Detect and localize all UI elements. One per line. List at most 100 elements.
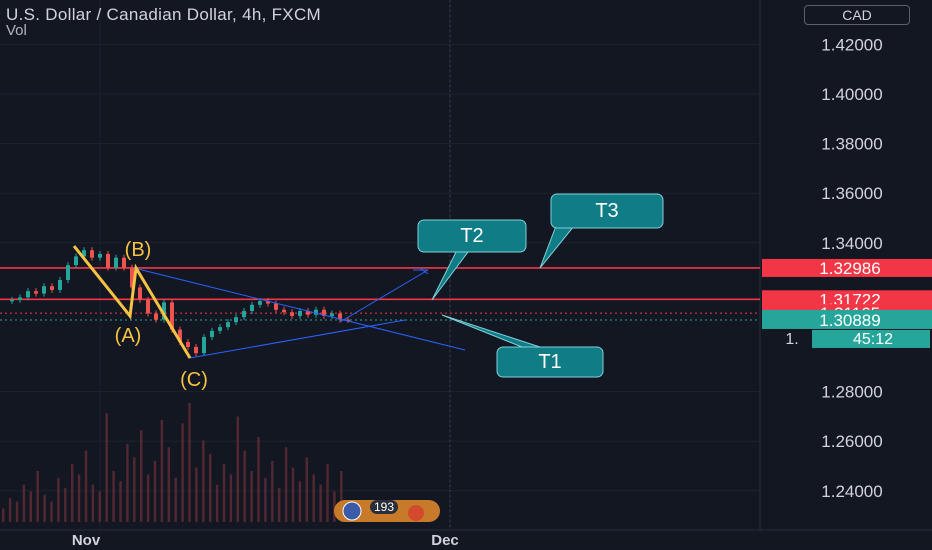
candle-body [322, 309, 326, 316]
candle-body [178, 329, 182, 342]
candle-body [58, 280, 62, 290]
countdown-label: 45:12 [853, 331, 893, 348]
volume-bar [291, 467, 295, 522]
last-price-badge [762, 309, 932, 329]
volume-bar [250, 471, 253, 522]
volume-bar [29, 491, 32, 522]
volume-bar [36, 471, 39, 522]
y-axis-tick-label: 1.28000 [821, 383, 882, 402]
flag-icon [342, 501, 362, 521]
volume-bar [243, 450, 246, 522]
price-badge-level-1 [762, 258, 932, 277]
candle-body [202, 337, 206, 354]
volume-bar [257, 437, 260, 522]
volume-bar [222, 464, 226, 522]
target-callout-t3[interactable] [550, 193, 664, 229]
last-price-label: 1.30889 [819, 311, 880, 330]
volume-bar [326, 464, 329, 522]
candle-body [10, 299, 14, 302]
time-axis [0, 530, 932, 550]
candle-body [154, 313, 158, 320]
target-callout-t1[interactable] [496, 346, 604, 378]
volume-bar [229, 474, 233, 522]
price-badge-level-1-label: 1.32986 [819, 259, 880, 278]
price-badge-level-2 [762, 290, 932, 309]
volume-bar [153, 460, 157, 522]
candle-body [162, 302, 166, 320]
volume-bar [271, 460, 274, 522]
wave-label-b: (B) [125, 239, 152, 261]
candle-body [42, 286, 46, 294]
volume-bar [71, 464, 74, 522]
candle-body [274, 303, 278, 310]
volume-bar [105, 413, 108, 522]
candle-body [250, 304, 254, 311]
candle-body [218, 327, 222, 331]
trend-line[interactable] [419, 267, 429, 275]
y-axis-tick-label: 1.42000 [821, 35, 882, 54]
volume-bar [57, 477, 60, 522]
y-axis-tick-label: 1.40000 [821, 85, 882, 104]
y-axis-tick-label: 1. [785, 331, 798, 348]
trend-line[interactable] [189, 319, 406, 359]
candle-body [338, 313, 342, 320]
volume-bar [91, 484, 95, 522]
candle-body [106, 253, 110, 268]
candle-body [170, 302, 174, 330]
volume-bar [298, 481, 302, 522]
flag-icon [408, 505, 424, 521]
abc-pattern[interactable] [72, 245, 192, 359]
candle-body [186, 342, 190, 347]
candle-body [50, 286, 54, 290]
candle-body [194, 346, 198, 354]
candle-body [18, 297, 22, 300]
volume-bar [112, 471, 115, 522]
candle-body [122, 257, 126, 268]
wave-label-c: (C) [180, 369, 208, 391]
volume-bar [77, 474, 81, 522]
candle-body [98, 253, 102, 258]
volume-bar [22, 484, 26, 522]
candle-body [66, 265, 70, 280]
events-count-badge [370, 500, 398, 514]
volume-bar [167, 447, 170, 522]
candle-body [346, 319, 350, 322]
candle-body [234, 317, 238, 323]
volume-bar [340, 471, 343, 522]
volume-bar [181, 423, 184, 522]
symbol-title: U.S. Dollar / Canadian Dollar, 4h, FXCM [6, 5, 321, 24]
volume-indicator-label[interactable]: Vol [6, 22, 27, 39]
candle-body [130, 267, 134, 288]
volume-bar [146, 474, 150, 522]
y-axis-tick-label: 1.34000 [821, 234, 882, 253]
volume-bar [119, 481, 122, 522]
currency-button[interactable]: CAD [804, 5, 910, 25]
candle-body [330, 313, 334, 316]
candle-body [258, 301, 262, 305]
candle-body [298, 311, 302, 316]
volume-bar [195, 467, 198, 522]
candle-body [82, 250, 86, 257]
target-callout-t1-label: T1 [538, 351, 561, 373]
x-axis-tick-label: Dec [431, 532, 459, 549]
target-callout-t2[interactable] [417, 219, 527, 253]
x-axis-tick-label: Nov [72, 532, 101, 549]
volume-bar [188, 403, 191, 522]
candle-body [242, 311, 246, 318]
volume-bar [8, 498, 12, 522]
y-axis-tick-label: 1.24000 [821, 482, 882, 501]
volume-bar [284, 447, 288, 522]
trend-line[interactable] [339, 269, 429, 323]
volume-bar [202, 440, 205, 522]
candle-body [306, 311, 310, 315]
volume-bar [174, 477, 177, 522]
candle-body [146, 299, 150, 314]
wave-label-a: (A) [115, 325, 142, 347]
candle-body [210, 330, 214, 338]
volume-bar [209, 454, 212, 522]
candle-body [290, 312, 294, 316]
countdown-badge [812, 329, 930, 348]
trend-line[interactable] [133, 267, 466, 351]
volume-bar [264, 477, 267, 522]
